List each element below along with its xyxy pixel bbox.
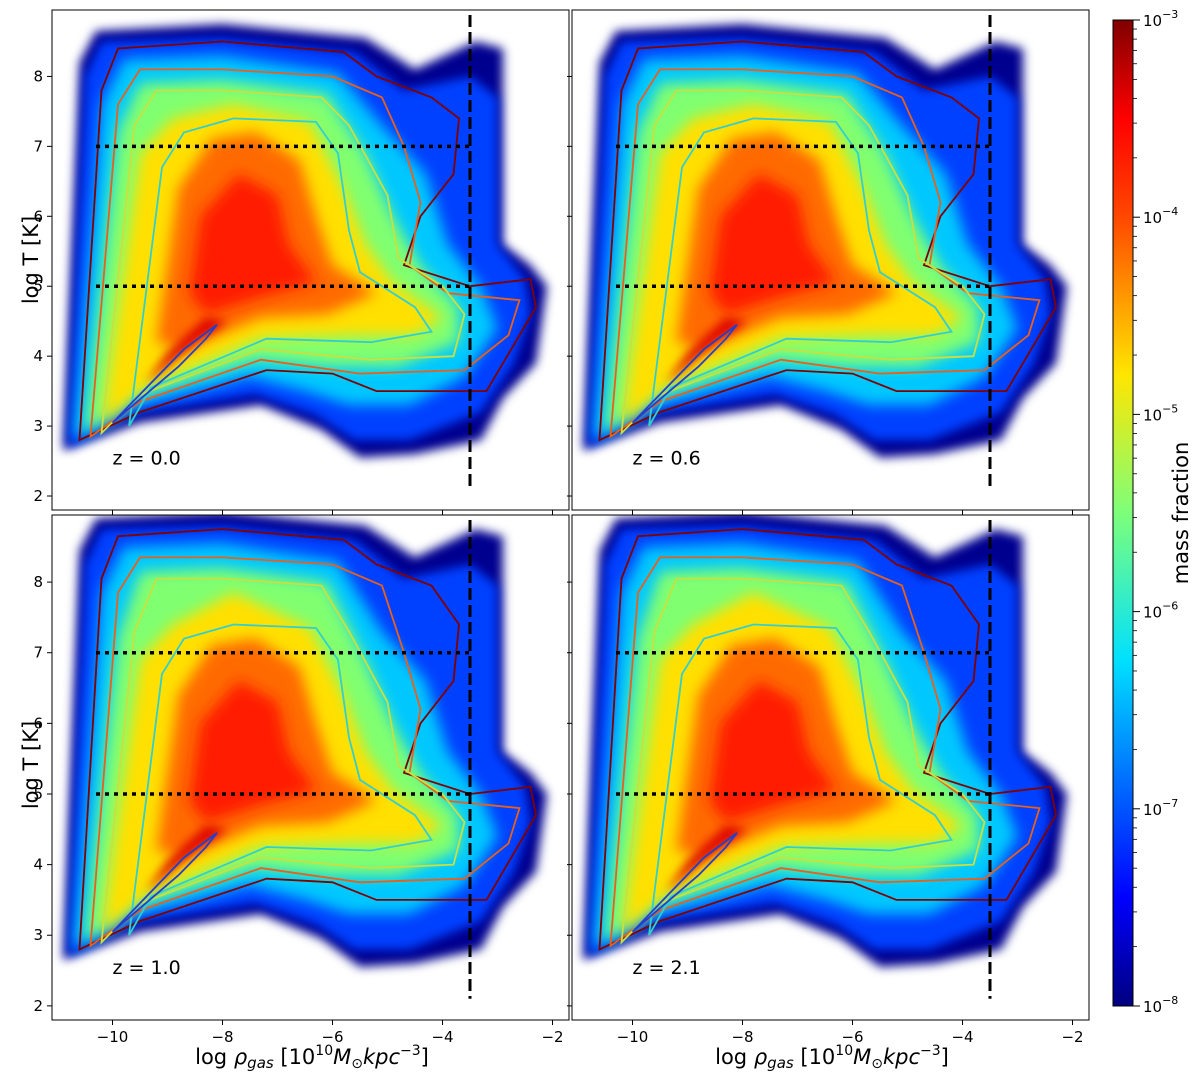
x-tick-label: −4 (951, 1028, 973, 1046)
panel-frame (51, 9, 570, 511)
contour-lines (78, 40, 537, 442)
density-map (583, 24, 1067, 458)
contour-1 (598, 40, 1057, 442)
x-tick-label: −8 (731, 1028, 753, 1046)
contour-1 (78, 528, 537, 951)
contour-5 (111, 323, 218, 424)
y-tick-label: 5 (33, 785, 43, 803)
density-level-8 (665, 317, 748, 385)
x-tick-label: −2 (541, 1028, 563, 1046)
colorbar: 10−8 10−7 10−6 10−5 10−4 10−3 mass fraction (1112, 8, 1193, 1016)
density-level-7 (189, 174, 316, 315)
colorbar-tick-label: 10−8 (1143, 994, 1178, 1016)
y-tick-label: 8 (33, 573, 43, 591)
contour-5 (631, 832, 738, 933)
y-axis-label-top: log T [K] (19, 216, 43, 304)
y-tick-label: 7 (33, 137, 43, 155)
density-map (583, 515, 1067, 967)
contour-3 (100, 577, 466, 945)
colorbar-tick-label: 10−6 (1143, 600, 1178, 622)
panel-frame (51, 514, 570, 1021)
x-tick-label: −8 (211, 1028, 233, 1046)
x-tick-label: −6 (321, 1028, 343, 1046)
redshift-label: z = 1.0 (113, 957, 181, 979)
density-level-8 (145, 317, 228, 385)
density-level-7 (709, 174, 836, 315)
x-tick-label: −2 (1061, 1028, 1083, 1046)
y-tick-label: 2 (33, 487, 43, 505)
contour-4 (128, 623, 434, 936)
density-map (63, 24, 547, 458)
y-tick-label: 4 (33, 856, 43, 874)
y-tick-label: 4 (33, 347, 43, 365)
contour-lines (598, 528, 1057, 951)
colorbar-tick-label: 10−5 (1143, 402, 1178, 424)
y-tick-label: 3 (33, 417, 43, 435)
y-tick-label: 2 (33, 997, 43, 1015)
redshift-label: z = 0.6 (633, 448, 701, 470)
colorbar-gradient (1112, 19, 1134, 1007)
density-map (63, 515, 547, 967)
x-tick-label: −10 (97, 1028, 129, 1046)
contour-5 (631, 323, 738, 424)
panel-frame (571, 514, 1090, 1021)
contour-lines (78, 528, 537, 951)
y-axis-label-bottom: log T [K] (19, 721, 43, 809)
contour-3 (620, 89, 986, 436)
density-level-8 (145, 825, 228, 893)
contour-4 (128, 117, 434, 427)
colorbar-tick-label: 10−7 (1143, 797, 1178, 819)
y-tick-label: 5 (33, 277, 43, 295)
panel-2: z = 0.6 (567, 9, 1090, 515)
contour-4 (648, 623, 954, 936)
density-level-7 (189, 681, 316, 823)
x-axis-label-right: log ρgas [1010M⊙kpc−3] (715, 1043, 949, 1072)
panel-4: −10 −8 −6 −4 −2 z = 2.1 (567, 514, 1090, 1046)
contour-5 (111, 832, 218, 933)
x-tick-label: −10 (617, 1028, 649, 1046)
contour-lines (598, 40, 1057, 442)
colorbar-tick-label: 10−4 (1143, 205, 1178, 227)
x-axis-label-left: log ρgas [1010M⊙kpc−3] (195, 1043, 429, 1072)
contour-1 (78, 40, 537, 442)
panel-3: 2 3 4 5 6 7 8 −10 −8 −6 −4 −2 z = 1.0 (33, 514, 570, 1046)
panel-frame (571, 9, 1090, 511)
contour-3 (100, 89, 466, 436)
density-level-7 (709, 681, 836, 823)
y-tick-label: 6 (33, 714, 43, 732)
y-tick-label: 7 (33, 644, 43, 662)
x-tick-label: −6 (841, 1028, 863, 1046)
x-tick-label: −4 (431, 1028, 453, 1046)
contour-1 (598, 528, 1057, 951)
density-level-8 (665, 825, 748, 893)
colorbar-label: mass fraction (1169, 442, 1193, 585)
panel-1: 2 3 4 5 6 7 8 z = 0.0 (33, 9, 570, 515)
y-tick-label: 6 (33, 207, 43, 225)
contour-4 (648, 117, 954, 427)
colorbar-tick-label: 10−3 (1143, 8, 1178, 30)
redshift-label: z = 2.1 (633, 957, 701, 979)
y-tick-label: 3 (33, 926, 43, 944)
redshift-label: z = 0.0 (113, 448, 181, 470)
y-tick-label: 8 (33, 67, 43, 85)
contour-3 (620, 577, 986, 945)
